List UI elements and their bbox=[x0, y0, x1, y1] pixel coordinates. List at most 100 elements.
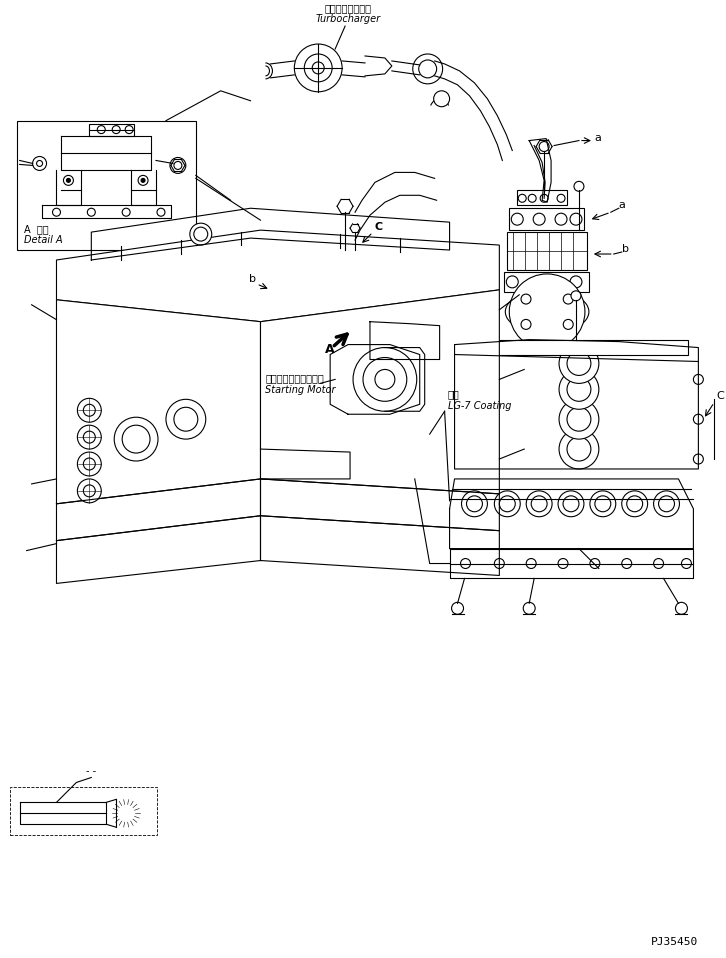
Text: Starting Motor: Starting Motor bbox=[266, 385, 336, 396]
Circle shape bbox=[157, 208, 165, 217]
Circle shape bbox=[526, 490, 552, 516]
Text: C: C bbox=[375, 222, 383, 232]
Circle shape bbox=[511, 214, 523, 225]
Bar bbox=[89, 124, 134, 136]
Circle shape bbox=[117, 805, 135, 822]
Circle shape bbox=[574, 181, 584, 192]
Circle shape bbox=[506, 276, 518, 287]
Circle shape bbox=[538, 276, 550, 287]
Circle shape bbox=[451, 375, 460, 384]
Circle shape bbox=[113, 125, 121, 133]
Circle shape bbox=[433, 91, 449, 106]
Circle shape bbox=[559, 370, 599, 409]
Circle shape bbox=[67, 178, 70, 182]
Circle shape bbox=[526, 559, 537, 568]
Circle shape bbox=[174, 162, 182, 170]
Circle shape bbox=[413, 54, 443, 84]
Circle shape bbox=[78, 479, 101, 503]
Bar bbox=[510, 208, 584, 230]
Circle shape bbox=[627, 496, 643, 512]
Polygon shape bbox=[57, 230, 499, 322]
Bar bbox=[465, 339, 688, 354]
Circle shape bbox=[375, 370, 395, 389]
Bar bbox=[9, 787, 157, 835]
Text: Turbocharger: Turbocharger bbox=[316, 14, 380, 24]
Circle shape bbox=[36, 161, 43, 167]
Text: A  詳細: A 詳細 bbox=[24, 224, 48, 234]
Circle shape bbox=[559, 429, 599, 469]
Circle shape bbox=[559, 344, 599, 383]
Text: b: b bbox=[621, 244, 629, 254]
Circle shape bbox=[78, 452, 101, 476]
Circle shape bbox=[494, 559, 505, 568]
Bar bbox=[17, 121, 196, 250]
Text: b: b bbox=[248, 274, 256, 284]
Circle shape bbox=[451, 414, 460, 424]
Circle shape bbox=[693, 454, 703, 464]
Circle shape bbox=[531, 496, 547, 512]
Circle shape bbox=[141, 178, 145, 182]
Circle shape bbox=[555, 214, 567, 225]
Circle shape bbox=[658, 496, 674, 512]
Circle shape bbox=[122, 425, 150, 453]
Circle shape bbox=[363, 357, 407, 401]
Circle shape bbox=[462, 490, 487, 516]
Circle shape bbox=[559, 399, 599, 439]
Circle shape bbox=[170, 157, 186, 173]
Text: LG-7 Coating: LG-7 Coating bbox=[448, 401, 511, 411]
Circle shape bbox=[83, 404, 95, 416]
Circle shape bbox=[78, 425, 101, 449]
Circle shape bbox=[529, 194, 537, 202]
Circle shape bbox=[693, 375, 703, 384]
Circle shape bbox=[510, 274, 585, 350]
Bar bbox=[507, 232, 587, 270]
Circle shape bbox=[113, 799, 140, 828]
Circle shape bbox=[353, 348, 417, 411]
Circle shape bbox=[419, 60, 436, 78]
Circle shape bbox=[78, 399, 101, 422]
Circle shape bbox=[451, 454, 460, 464]
Circle shape bbox=[83, 458, 95, 470]
Circle shape bbox=[467, 496, 482, 512]
Circle shape bbox=[521, 319, 531, 330]
Circle shape bbox=[125, 125, 133, 133]
Circle shape bbox=[590, 559, 600, 568]
Bar bbox=[517, 191, 567, 205]
Polygon shape bbox=[57, 300, 261, 504]
Circle shape bbox=[114, 418, 158, 461]
Circle shape bbox=[567, 437, 591, 461]
Text: a: a bbox=[594, 132, 600, 143]
Circle shape bbox=[558, 490, 584, 516]
Text: ターボチャージャ: ターボチャージャ bbox=[325, 3, 372, 13]
Circle shape bbox=[521, 294, 531, 304]
Circle shape bbox=[557, 194, 565, 202]
Circle shape bbox=[494, 490, 521, 516]
Circle shape bbox=[567, 407, 591, 431]
Text: C: C bbox=[717, 391, 724, 401]
Circle shape bbox=[499, 496, 515, 512]
Circle shape bbox=[460, 559, 470, 568]
Text: 塗布: 塗布 bbox=[448, 389, 460, 399]
Circle shape bbox=[533, 214, 545, 225]
Circle shape bbox=[567, 377, 591, 401]
Circle shape bbox=[567, 352, 591, 376]
Circle shape bbox=[653, 490, 680, 516]
Circle shape bbox=[518, 194, 526, 202]
Bar bbox=[505, 272, 589, 292]
Circle shape bbox=[539, 142, 549, 151]
Circle shape bbox=[63, 175, 73, 185]
Circle shape bbox=[312, 62, 325, 74]
Circle shape bbox=[52, 208, 60, 217]
Circle shape bbox=[563, 294, 574, 304]
Circle shape bbox=[97, 125, 105, 133]
Text: スターティングモータ: スターティングモータ bbox=[266, 374, 325, 383]
Circle shape bbox=[558, 559, 568, 568]
Circle shape bbox=[595, 496, 611, 512]
Circle shape bbox=[174, 407, 197, 431]
Circle shape bbox=[194, 227, 208, 241]
Circle shape bbox=[33, 156, 46, 171]
Circle shape bbox=[571, 291, 581, 301]
Circle shape bbox=[621, 559, 632, 568]
Circle shape bbox=[540, 194, 548, 202]
Circle shape bbox=[523, 603, 535, 614]
